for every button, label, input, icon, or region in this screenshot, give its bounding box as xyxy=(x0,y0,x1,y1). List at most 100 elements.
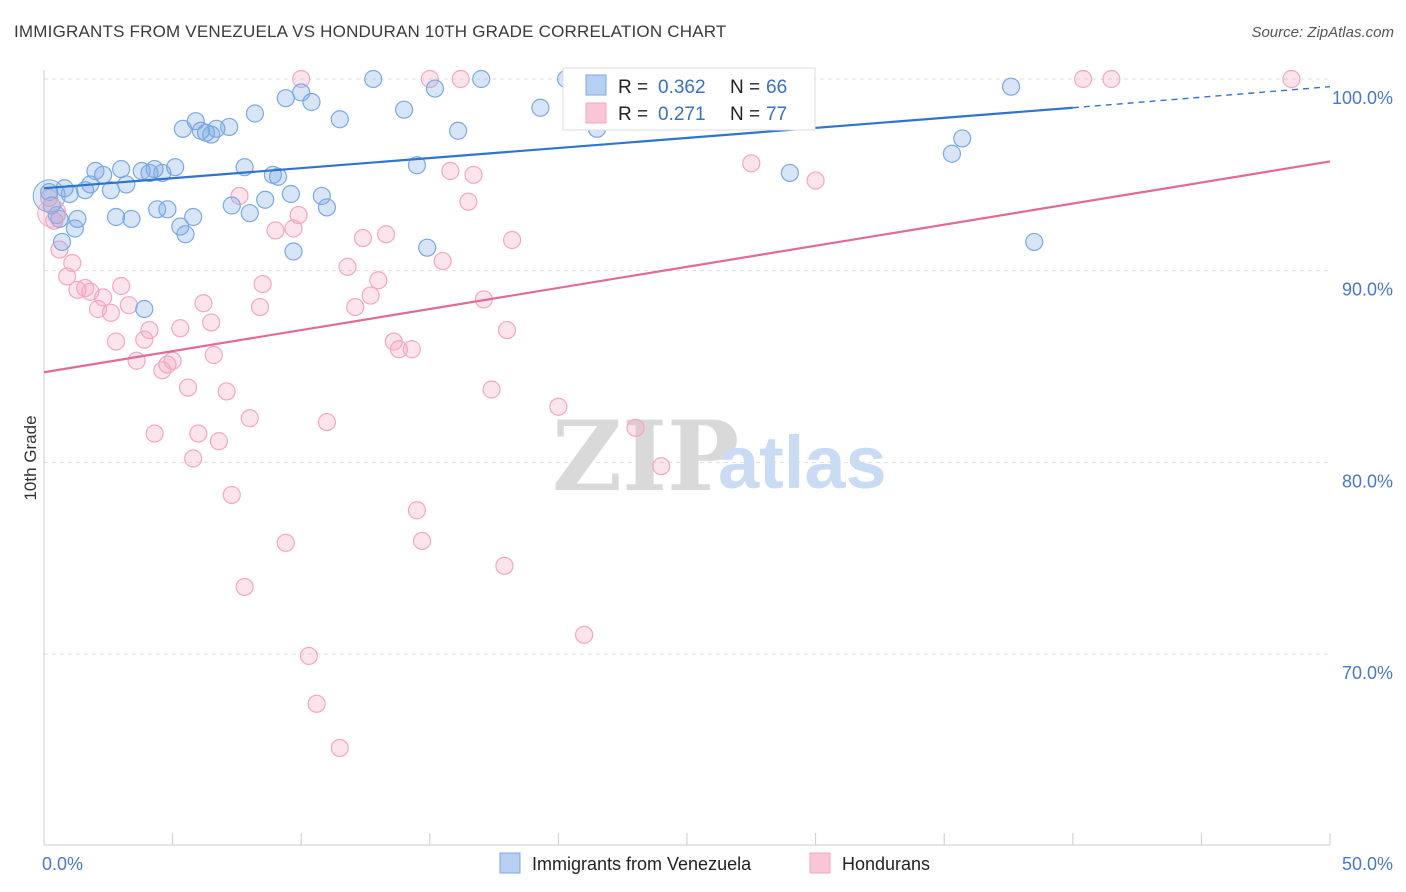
venezuela-point xyxy=(276,89,295,108)
venezuela-point xyxy=(245,104,265,123)
honduran-point xyxy=(420,69,439,89)
honduran-point xyxy=(353,228,373,248)
honduran-point xyxy=(63,253,82,273)
y-tick-label: 90.0% xyxy=(1342,280,1393,300)
watermark-atlas: atlas xyxy=(718,421,887,504)
honduran-point xyxy=(1102,69,1121,89)
legend-r-label-2: R = xyxy=(618,104,648,125)
honduran-point xyxy=(441,161,460,181)
venezuela-point xyxy=(184,207,203,227)
honduran-point xyxy=(497,320,517,340)
honduran-point xyxy=(240,409,259,428)
venezuela-point xyxy=(135,299,154,319)
legend-r-label-1: R = xyxy=(618,77,648,98)
honduran-point xyxy=(106,332,126,351)
venezuela-point xyxy=(281,184,301,204)
venezuela-point xyxy=(186,112,205,131)
chart-title: IMMIGRANTS FROM VENEZUELA VS HONDURAN 10… xyxy=(14,22,727,41)
legend: R = 0.362 N = 66 R = 0.271 N = 77 xyxy=(562,67,816,131)
venezuela-point xyxy=(425,79,445,98)
honduran-trend-line xyxy=(43,160,1331,374)
honduran-point xyxy=(338,257,357,276)
x-tick-label-max: 50.0% xyxy=(1342,854,1393,874)
honduran-point xyxy=(194,294,213,313)
venezuela-point xyxy=(448,121,468,140)
venezuela-point xyxy=(312,186,331,206)
honduran-point xyxy=(451,69,470,89)
honduran-point xyxy=(230,186,249,206)
honduran-point xyxy=(433,251,452,271)
honduran-point xyxy=(1282,69,1301,89)
honduran-cluster-point xyxy=(37,198,67,228)
honduran-point xyxy=(253,274,272,294)
chart-source: Source: ZipAtlas.com xyxy=(1251,24,1394,41)
bottom-legend-label-venezuela: Immigrants from Venezuela xyxy=(532,854,752,874)
venezuela-point xyxy=(240,204,259,223)
y-axis-title: 10th Grade xyxy=(21,415,40,500)
honduran-point xyxy=(135,330,154,349)
venezuela-point xyxy=(472,69,491,89)
venezuela-trend-line xyxy=(43,106,1073,190)
bottom-legend: Immigrants from Venezuela Hondurans xyxy=(499,852,930,874)
data-points xyxy=(32,69,1301,758)
venezuela-point xyxy=(302,92,321,112)
honduran-point xyxy=(94,288,113,307)
venezuela-point xyxy=(317,198,337,217)
legend-r-value-2: 0.271 xyxy=(658,104,706,125)
honduran-point xyxy=(412,531,432,551)
venezuela-point xyxy=(148,200,167,219)
honduran-point xyxy=(289,205,308,225)
venezuela-point xyxy=(418,238,437,257)
honduran-point xyxy=(276,533,295,552)
legend-swatch-hondurans xyxy=(585,102,607,124)
honduran-point xyxy=(145,424,164,443)
venezuela-point xyxy=(256,190,275,209)
honduran-point xyxy=(209,432,228,451)
venezuela-point xyxy=(1025,232,1044,252)
honduran-point xyxy=(184,449,203,468)
honduran-point xyxy=(1073,69,1093,89)
honduran-point xyxy=(742,154,761,173)
y-tick-label: 100.0% xyxy=(1332,88,1393,108)
venezuela-point xyxy=(531,98,550,117)
venezuela-point xyxy=(394,100,414,119)
y-tick-label: 80.0% xyxy=(1342,471,1393,491)
venezuela-point xyxy=(166,158,185,177)
venezuela-point xyxy=(176,225,195,244)
honduran-point xyxy=(292,69,311,89)
legend-r-value-1: 0.362 xyxy=(658,77,706,98)
legend-n-value-1: 66 xyxy=(766,77,787,98)
honduran-point xyxy=(112,276,131,296)
venezuela-point xyxy=(330,110,349,129)
trend-lines xyxy=(43,85,1331,374)
venezuela-point xyxy=(50,209,69,229)
honduran-point xyxy=(163,351,182,370)
bottom-legend-swatch-hondurans xyxy=(809,852,831,874)
honduran-point xyxy=(307,694,326,713)
honduran-point xyxy=(178,378,198,397)
venezuela-trend-extension xyxy=(1072,85,1331,109)
venezuela-point xyxy=(780,163,799,183)
venezuela-point xyxy=(268,167,288,186)
honduran-point xyxy=(575,625,594,644)
honduran-point xyxy=(495,556,514,575)
venezuela-point xyxy=(122,209,141,229)
watermark: ZIP atlas xyxy=(552,400,887,513)
x-tick-label-min: 0.0% xyxy=(42,854,83,874)
legend-n-label-2: N = xyxy=(730,104,760,125)
honduran-point xyxy=(346,297,365,317)
honduran-point xyxy=(171,319,190,338)
venezuela-point xyxy=(112,159,131,179)
honduran-point xyxy=(369,271,388,290)
honduran-point xyxy=(464,165,483,184)
honduran-point xyxy=(482,380,501,399)
honduran-point xyxy=(266,221,285,240)
honduran-point xyxy=(217,382,236,401)
honduran-point xyxy=(222,485,241,505)
venezuela-point xyxy=(52,232,72,252)
honduran-point xyxy=(402,340,421,359)
venezuela-point xyxy=(364,69,383,89)
honduran-point xyxy=(202,313,221,332)
venezuela-point xyxy=(222,196,241,215)
